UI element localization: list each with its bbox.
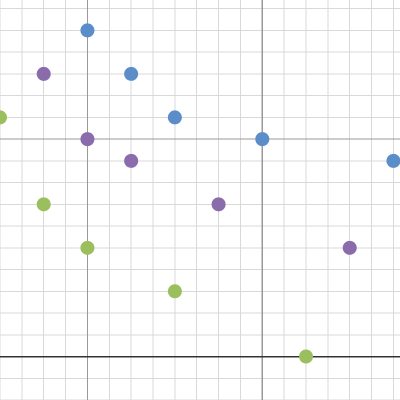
scatter-point-series-1: [167, 110, 182, 125]
scatter-point-series-3: [36, 197, 51, 212]
scatter-point-series-2: [36, 66, 51, 81]
scatter-point-series-3: [0, 110, 7, 125]
data-points: [0, 23, 400, 364]
scatter-point-series-2: [211, 197, 226, 212]
scatter-point-series-3: [167, 284, 182, 299]
scatter-point-series-2: [124, 153, 139, 168]
scatter-point-series-3: [80, 240, 95, 255]
scatter-point-series-1: [386, 153, 400, 168]
scatter-point-series-2: [342, 240, 357, 255]
scatter-point-series-1: [80, 23, 95, 38]
scatter-point-series-2: [80, 132, 95, 147]
scatter-point-series-1: [124, 66, 139, 81]
scatter-point-series-3: [299, 349, 314, 364]
scatter-point-series-1: [255, 132, 270, 147]
